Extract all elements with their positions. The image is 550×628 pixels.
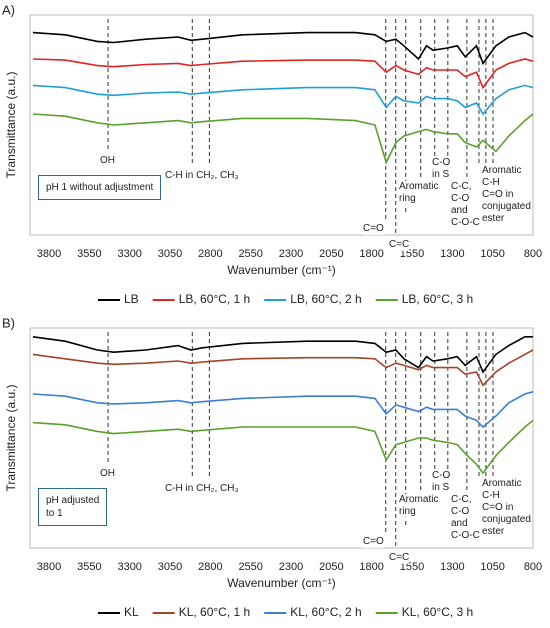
x-tick-label: 3050 bbox=[158, 248, 182, 260]
band-annotation: C-C, C-O and C-O-C bbox=[451, 494, 480, 542]
legend-label: KL, 60°C, 2 h bbox=[290, 605, 362, 619]
x-tick-label: 1300 bbox=[440, 561, 464, 573]
band-annotation: C-O in S bbox=[432, 157, 451, 181]
x-tick-label: 1050 bbox=[480, 561, 504, 573]
band-annotation: C=O in conjugated ester bbox=[482, 502, 531, 538]
band-annotation: Aromatic C-H bbox=[482, 478, 522, 502]
spectrum-line bbox=[32, 84, 534, 116]
x-tick-label: 3050 bbox=[158, 561, 182, 573]
x-tick-label: 2300 bbox=[279, 561, 303, 573]
x-axis-title: Wavenumber (cm⁻¹) bbox=[227, 263, 336, 277]
x-tick-label: 2550 bbox=[238, 248, 262, 260]
x-tick-label: 3550 bbox=[77, 561, 101, 573]
band-annotation: C=O in conjugated ester bbox=[482, 189, 531, 225]
spectrum-line bbox=[32, 336, 533, 374]
band-annotation: C=C bbox=[389, 239, 410, 251]
x-tick-label: 1300 bbox=[440, 248, 464, 260]
spectrum-line bbox=[32, 419, 534, 475]
band-annotation: C=O bbox=[363, 536, 384, 548]
band-annotation: C-O in S bbox=[432, 470, 451, 494]
panel-label: A) bbox=[2, 2, 15, 17]
band-annotation: C=O bbox=[363, 223, 384, 235]
x-tick-label: 2300 bbox=[279, 248, 303, 260]
condition-box: pH 1 without adjustment bbox=[38, 175, 162, 200]
x-tick-label: 800 bbox=[524, 561, 542, 573]
band-annotation: C-C, C-O and C-O-C bbox=[451, 181, 480, 229]
band-annotation: Aromatic ring bbox=[399, 494, 439, 518]
x-tick-label: 3800 bbox=[37, 561, 61, 573]
band-annotation: C-H in CH₂, CH₃ bbox=[165, 170, 239, 182]
x-tick-label: 2550 bbox=[238, 561, 262, 573]
legend-label: KL bbox=[124, 605, 139, 619]
legend-label: KL, 60°C, 3 h bbox=[402, 605, 474, 619]
x-tick-label: 3800 bbox=[37, 248, 61, 260]
legend-label: LB, 60°C, 2 h bbox=[290, 292, 362, 306]
spectrum-line bbox=[32, 58, 534, 90]
plot-frame bbox=[29, 14, 534, 236]
y-axis-title: Transmittance (a.u.) bbox=[4, 385, 18, 492]
x-tick-label: 2050 bbox=[319, 248, 343, 260]
legend-label: KL, 60°C, 1 h bbox=[179, 605, 251, 619]
x-axis-title: Wavenumber (cm⁻¹) bbox=[227, 576, 336, 590]
band-annotation: OH bbox=[100, 155, 115, 166]
y-axis-title: Transmittance (a.u.) bbox=[4, 72, 18, 179]
band-annotation: C-H in CH₂, CH₃ bbox=[165, 483, 239, 495]
condition-box: pH adjusted to 1 bbox=[38, 488, 108, 526]
spectrum-line bbox=[32, 113, 534, 165]
panel-label: B) bbox=[2, 315, 15, 330]
legend-label: LB, 60°C, 1 h bbox=[179, 292, 251, 306]
spectrum-line bbox=[32, 391, 534, 429]
x-tick-label: 2050 bbox=[319, 561, 343, 573]
x-tick-label: 800 bbox=[524, 248, 542, 260]
band-annotation: C=C bbox=[389, 552, 410, 564]
x-tick-label: 2800 bbox=[198, 248, 222, 260]
plot-frame bbox=[29, 327, 534, 549]
legend-label: LB bbox=[124, 292, 139, 306]
band-annotation: Aromatic ring bbox=[399, 181, 439, 205]
band-annotation: OH bbox=[100, 468, 115, 479]
x-tick-label: 3300 bbox=[117, 248, 141, 260]
x-tick-label: 2800 bbox=[198, 561, 222, 573]
spectrum-line bbox=[32, 349, 534, 387]
spectrum-line bbox=[32, 31, 534, 66]
x-tick-label: 3300 bbox=[117, 561, 141, 573]
x-tick-label: 1800 bbox=[359, 248, 383, 260]
band-annotation: Aromatic C-H bbox=[482, 165, 522, 189]
legend-label: LB, 60°C, 3 h bbox=[402, 292, 474, 306]
x-tick-label: 1050 bbox=[480, 248, 504, 260]
x-tick-label: 1800 bbox=[359, 561, 383, 573]
x-tick-label: 3550 bbox=[77, 248, 101, 260]
